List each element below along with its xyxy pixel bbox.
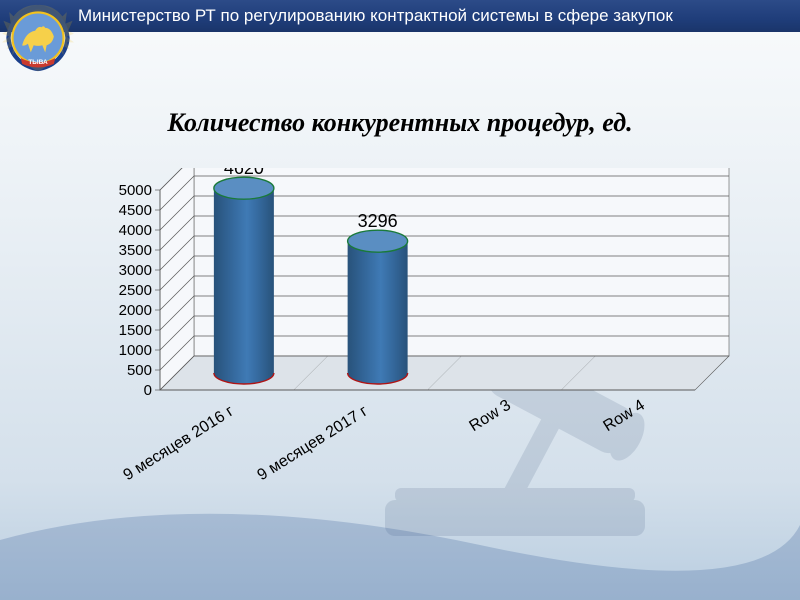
bar-top	[214, 177, 274, 199]
header-title: Министерство РТ по регулированию контрак…	[78, 6, 673, 26]
slide: Министерство РТ по регулированию контрак…	[0, 0, 800, 600]
data-label: 3296	[358, 211, 398, 231]
y-tick-label: 4000	[119, 222, 152, 239]
emblem: ТЫВА	[2, 2, 74, 74]
floor-curve	[0, 510, 800, 600]
y-tick-label: 3500	[119, 242, 152, 259]
y-tick-label: 5000	[119, 182, 152, 199]
y-tick-label: 500	[127, 362, 152, 379]
x-tick-label: Row 4	[600, 397, 648, 436]
x-tick-label: Row 3	[466, 397, 514, 436]
bar	[214, 177, 274, 384]
x-tick-label: 9 месяцев 2017 г	[254, 403, 371, 485]
y-tick-label: 1500	[119, 322, 152, 339]
x-tick-label: 9 месяцев 2016 г	[120, 403, 237, 485]
emblem-ribbon-text: ТЫВА	[28, 59, 48, 66]
header-bar: Министерство РТ по регулированию контрак…	[0, 0, 800, 32]
y-tick-label: 3000	[119, 262, 152, 279]
chart-title: Количество конкурентных процедур, ед.	[0, 108, 800, 138]
y-tick-label: 2000	[119, 302, 152, 319]
y-tick-label: 2500	[119, 282, 152, 299]
bar	[348, 230, 408, 384]
y-tick-label: 1000	[119, 342, 152, 359]
bar-top	[348, 230, 408, 252]
y-tick-label: 4500	[119, 202, 152, 219]
data-label: 4620	[224, 168, 264, 178]
x-axis-labels: 9 месяцев 2016 г9 месяцев 2017 г Row 3 Row…	[60, 380, 740, 520]
